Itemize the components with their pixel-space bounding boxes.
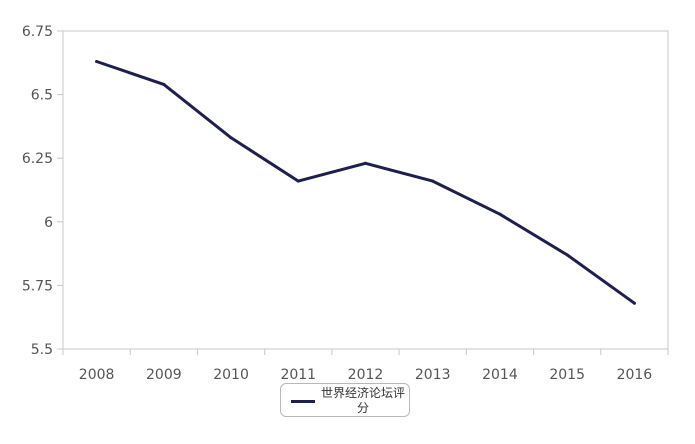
legend-label: 世界经济论坛评分 — [320, 386, 405, 415]
data-point — [296, 179, 300, 183]
data-point — [95, 60, 99, 64]
y-tick-label: 6 — [44, 215, 53, 231]
legend: 世界经济论坛评分 — [280, 383, 410, 417]
y-tick-label: 6.75 — [22, 24, 53, 40]
legend-swatch — [291, 400, 315, 403]
data-point — [498, 212, 502, 216]
x-tick-label: 2012 — [348, 367, 384, 383]
x-tick-label: 2009 — [146, 367, 182, 383]
data-point — [364, 161, 367, 165]
y-tick-label: 6.25 — [22, 151, 53, 167]
y-tick-label: 5.75 — [22, 278, 53, 294]
x-tick-label: 2008 — [79, 367, 115, 383]
x-tick-label: 2014 — [482, 367, 518, 383]
y-tick-label: 5.5 — [31, 342, 53, 358]
data-point — [431, 179, 435, 183]
x-tick-label: 2016 — [617, 367, 653, 383]
x-tick-label: 2010 — [213, 367, 249, 383]
data-point — [632, 301, 636, 305]
data-point — [565, 253, 569, 257]
plot-frame — [62, 30, 669, 350]
data-point — [229, 136, 233, 140]
y-tick-label: 6.5 — [31, 88, 53, 104]
series-line — [95, 60, 636, 305]
data-point — [162, 82, 166, 86]
x-tick-label: 2011 — [280, 367, 316, 383]
x-tick-label: 2013 — [415, 367, 451, 383]
x-tick-label: 2015 — [549, 367, 585, 383]
